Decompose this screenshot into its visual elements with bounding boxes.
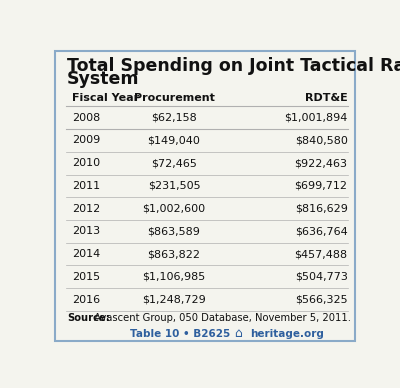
- Text: 2015: 2015: [72, 272, 100, 282]
- Text: RDT&E: RDT&E: [305, 93, 348, 103]
- Text: 2011: 2011: [72, 181, 100, 191]
- Text: 2008: 2008: [72, 113, 100, 123]
- Text: 2016: 2016: [72, 294, 100, 305]
- Text: $636,764: $636,764: [295, 226, 348, 236]
- Text: $1,106,985: $1,106,985: [142, 272, 206, 282]
- Text: heritage.org: heritage.org: [250, 329, 324, 339]
- Text: $840,580: $840,580: [295, 135, 348, 146]
- Text: Fiscal Year: Fiscal Year: [72, 93, 139, 103]
- Text: $72,465: $72,465: [151, 158, 197, 168]
- Text: 2009: 2009: [72, 135, 100, 146]
- Text: $922,463: $922,463: [294, 158, 348, 168]
- Text: $816,629: $816,629: [295, 204, 348, 214]
- Text: $566,325: $566,325: [295, 294, 348, 305]
- Text: Procurement: Procurement: [134, 93, 214, 103]
- Text: $1,002,600: $1,002,600: [142, 204, 206, 214]
- Text: 2014: 2014: [72, 249, 100, 259]
- Text: Avascent Group, 050 Database, November 5, 2011.: Avascent Group, 050 Database, November 5…: [91, 313, 351, 322]
- Text: 2012: 2012: [72, 204, 100, 214]
- Text: $863,822: $863,822: [148, 249, 200, 259]
- Text: $1,248,729: $1,248,729: [142, 294, 206, 305]
- Text: $863,589: $863,589: [148, 226, 200, 236]
- Text: $504,773: $504,773: [295, 272, 348, 282]
- Text: Total Spending on Joint Tactical Radio: Total Spending on Joint Tactical Radio: [67, 57, 400, 75]
- Text: Table 10 • B2625: Table 10 • B2625: [130, 329, 230, 339]
- Text: Source:: Source:: [67, 313, 110, 322]
- Text: $1,001,894: $1,001,894: [284, 113, 348, 123]
- FancyBboxPatch shape: [55, 51, 355, 341]
- Text: $699,712: $699,712: [294, 181, 348, 191]
- Text: $231,505: $231,505: [148, 181, 200, 191]
- Text: ⌂: ⌂: [234, 327, 242, 340]
- Text: $62,158: $62,158: [151, 113, 197, 123]
- Text: $149,040: $149,040: [148, 135, 200, 146]
- Text: $457,488: $457,488: [294, 249, 348, 259]
- Text: 2013: 2013: [72, 226, 100, 236]
- Text: System: System: [67, 71, 140, 88]
- Text: 2010: 2010: [72, 158, 100, 168]
